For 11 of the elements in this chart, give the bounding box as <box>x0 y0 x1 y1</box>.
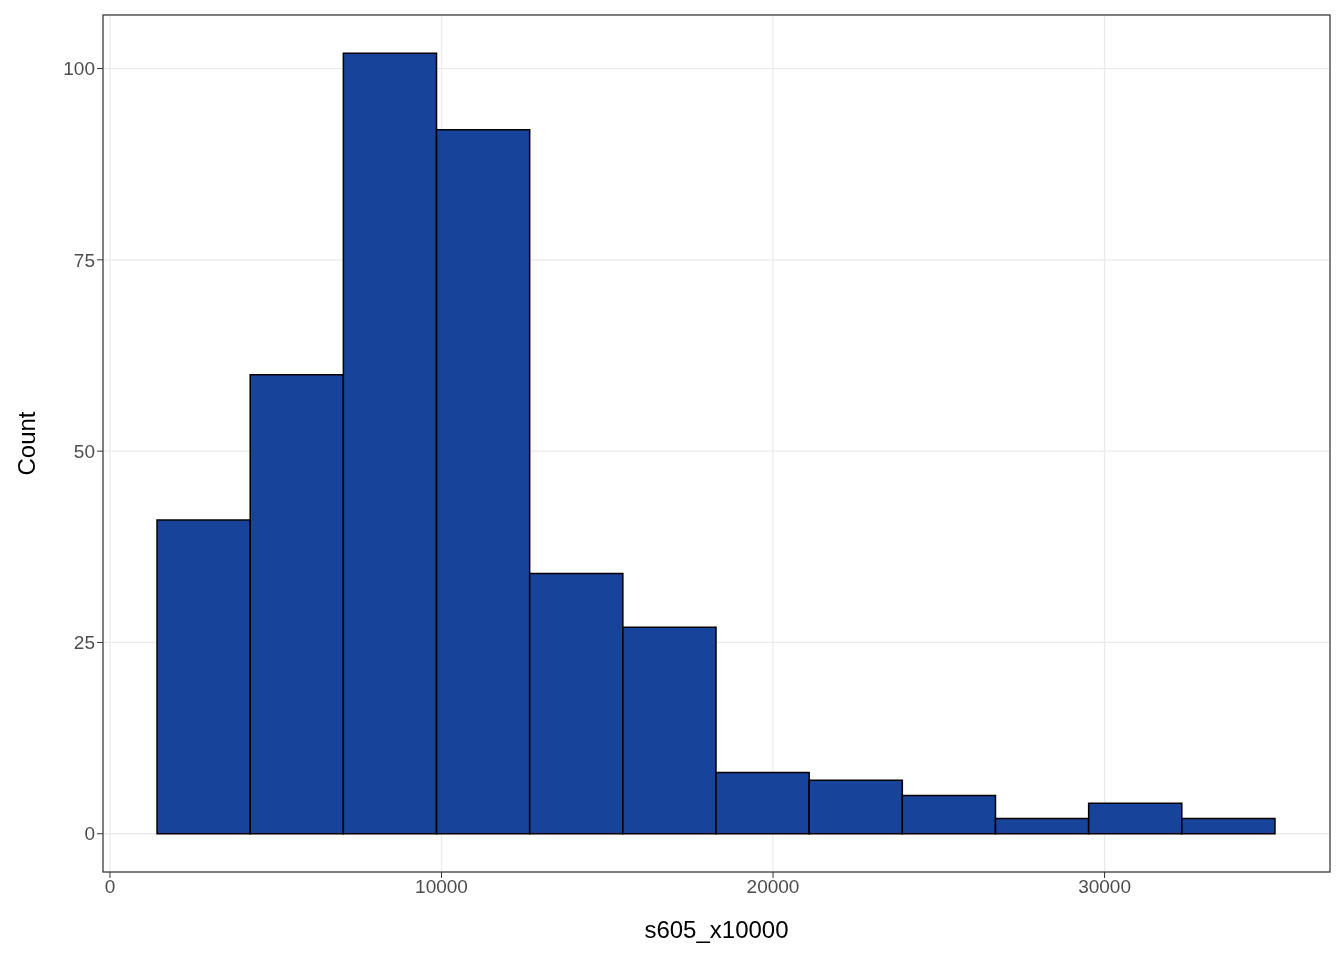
y-tick-label: 50 <box>73 440 95 462</box>
x-tick-label: 30000 <box>1078 876 1131 898</box>
y-tick-label: 25 <box>73 632 95 654</box>
y-axis-title: Count <box>12 411 40 476</box>
y-tick-label: 0 <box>84 823 95 845</box>
x-tick-label: 10000 <box>415 876 468 898</box>
x-axis-title: s605_x10000 <box>644 916 789 943</box>
y-tick-label: 100 <box>63 58 95 80</box>
x-tick-label: 0 <box>104 876 116 898</box>
y-tick-label: 75 <box>73 249 95 271</box>
x-tick-label: 20000 <box>746 876 800 898</box>
